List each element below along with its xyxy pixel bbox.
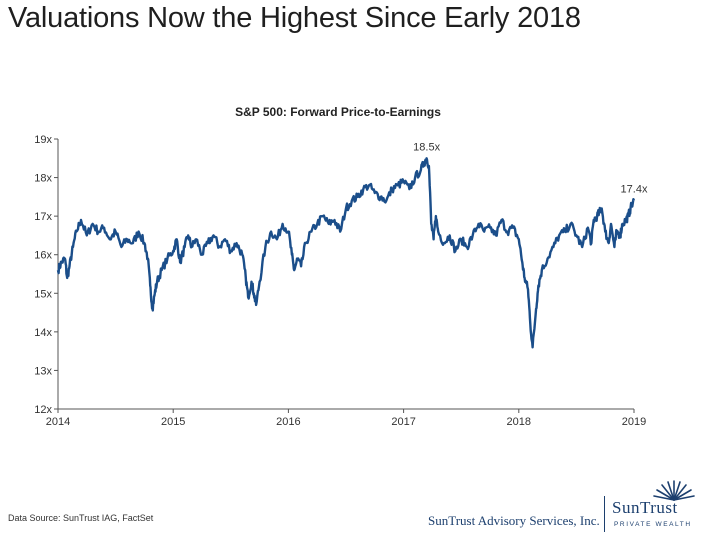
chart-annotations: 18.5x 17.4x: [413, 141, 648, 195]
logo-subtitle: PRIVATE WEALTH: [614, 521, 692, 528]
headline: Valuations Now the Highest Since Early 2…: [8, 2, 581, 34]
annotation-label: 18.5x: [413, 141, 440, 153]
x-tick-label: 2015: [161, 416, 185, 428]
x-tick-label: 2017: [391, 416, 415, 428]
y-tick-label: 17x: [34, 211, 52, 223]
sunburst-icon: [653, 480, 695, 501]
x-tick-label: 2016: [276, 416, 300, 428]
y-tick-label: 12x: [34, 404, 52, 416]
y-tick-label: 18x: [34, 173, 52, 185]
chart-axes: 12x 13x 14x 15x 16x 17x 18x 19x 2014 2015 2016 2017…: [34, 134, 646, 428]
company-name: SunTrust Advisory Services, Inc.: [428, 513, 600, 528]
chart-title: S&P 500: Forward Price-to-Earnings: [235, 105, 441, 119]
pe-series-line: [56, 157, 636, 349]
data-source-note: Data Source: SunTrust IAG, FactSet: [8, 513, 154, 523]
y-tick-label: 19x: [34, 134, 52, 146]
y-tick-label: 16x: [34, 250, 52, 262]
y-tick-label: 14x: [34, 327, 52, 339]
logo-divider: [604, 496, 605, 532]
x-tick-label: 2019: [622, 416, 646, 428]
x-tick-label: 2018: [507, 416, 531, 428]
suntrust-logo: SunTrust PRIVATE WEALTH: [610, 478, 700, 534]
logo-name: SunTrust: [612, 498, 678, 517]
x-tick-label: 2014: [46, 416, 70, 428]
annotation-label: 17.4x: [621, 184, 648, 196]
chart-series: [56, 157, 636, 349]
y-tick-label: 15x: [34, 288, 52, 300]
y-tick-label: 13x: [34, 365, 52, 377]
